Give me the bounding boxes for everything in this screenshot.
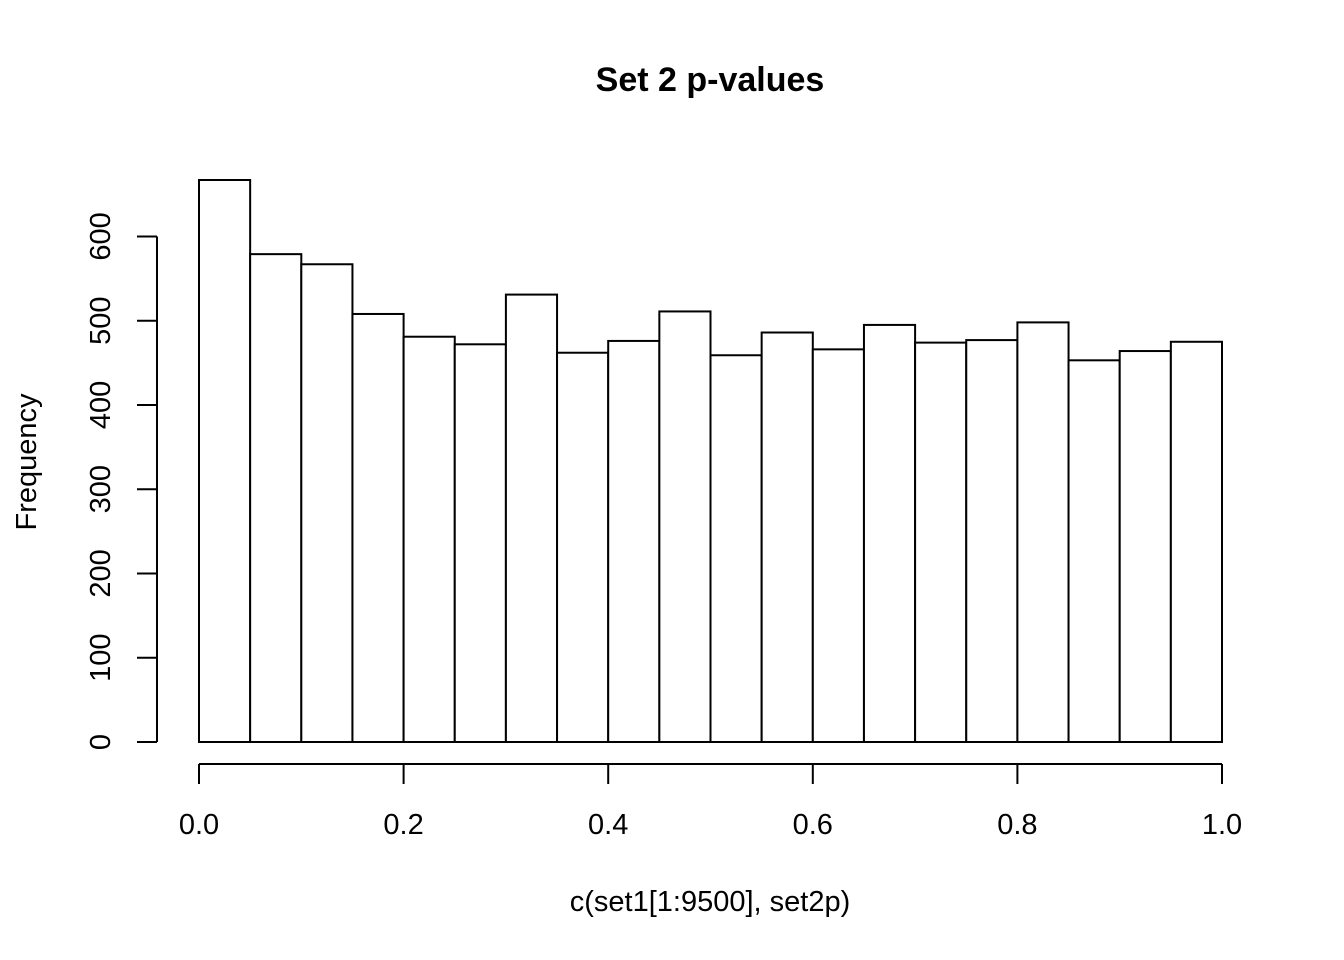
histogram-bar [198,179,252,743]
histogram-bar [607,339,661,743]
x-tick-label: 0.6 [793,809,833,841]
histogram-bar [709,354,763,743]
histogram-bar [1016,321,1070,743]
histogram-bar [453,343,507,743]
chart-title: Set 2 p-values [596,61,825,99]
x-axis: 0.0 0.2 0.4 0.6 0.8 1.0 [179,763,1242,841]
histogram-bar [556,351,610,743]
y-tick-label: 300 [85,465,117,513]
x-tick-label: 0.8 [997,809,1037,841]
x-tick-label: 0.2 [383,809,423,841]
histogram-bar [760,331,814,743]
x-axis-label: c(set1[1:9500], set2p) [570,886,851,918]
histogram-bar [1169,340,1223,743]
y-axis-label: Frequency [11,393,43,531]
histogram-bar [1118,350,1172,743]
y-tick-label: 200 [85,549,117,597]
histogram-bar [504,293,559,743]
histogram-bar [351,312,405,743]
histogram-bar [862,323,917,743]
y-tick-label: 600 [85,212,117,260]
histogram-bar [658,310,712,743]
histogram-bars [198,179,1223,744]
histogram-bar [300,263,354,743]
histogram-bar [965,339,1019,743]
x-tick-label: 1.0 [1202,809,1242,841]
histogram-bar [811,348,865,743]
y-tick-label: 0 [85,734,117,750]
y-tick-label: 500 [85,297,117,345]
histogram-bar [1067,359,1121,743]
y-axis: 0 100 200 300 400 500 600 [85,212,158,750]
histogram-bar [914,341,968,743]
y-tick-label: 400 [85,381,117,429]
histogram-bar [249,253,303,744]
y-tick-label: 100 [85,634,117,682]
histogram-bar [402,335,456,743]
x-tick-label: 0.0 [179,809,219,841]
x-tick-label: 0.4 [588,809,628,841]
